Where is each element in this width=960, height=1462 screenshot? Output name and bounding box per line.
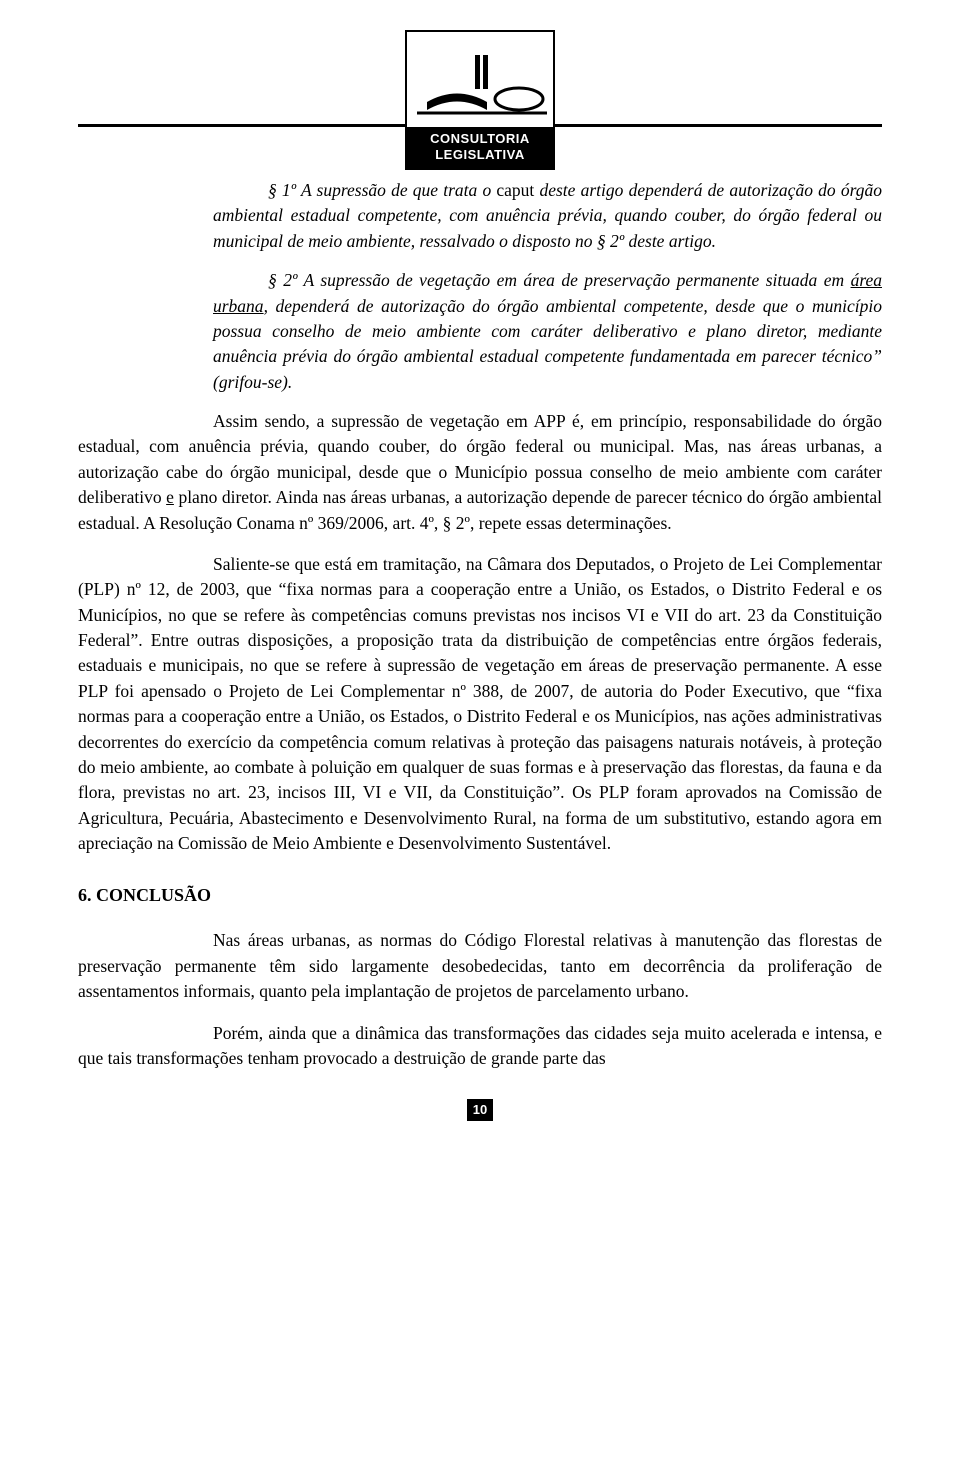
logo-line2: LEGISLATIVA: [407, 147, 553, 163]
q1-caput: caput: [496, 180, 534, 200]
consultoria-logo: CONSULTORIA LEGISLATIVA: [405, 30, 555, 170]
p1-b: plano diretor. Ainda nas áreas urbanas, …: [78, 487, 882, 532]
logo-line1: CONSULTORIA: [407, 131, 553, 147]
q2-post: , dependerá de autorização do órgão ambi…: [213, 296, 882, 392]
section-6-paragraph-1: Nas áreas urbanas, as normas do Código F…: [78, 928, 882, 1004]
quote-paragraph-1: § 1º A supressão de que trata o caput de…: [213, 178, 882, 254]
page-number: 10: [467, 1099, 493, 1121]
body-paragraph-2: Saliente-se que está em tramitação, na C…: [78, 552, 882, 857]
section-6-title: 6. CONCLUSÃO: [78, 882, 882, 908]
logo-text: CONSULTORIA LEGISLATIVA: [407, 127, 553, 169]
q1-pre: § 1º A supressão de que trata o: [268, 180, 496, 200]
section-6-paragraph-2: Porém, ainda que a dinâmica das transfor…: [78, 1021, 882, 1072]
congress-icon: [407, 47, 553, 127]
quote-paragraph-2: § 2º A supressão de vegetação em área de…: [213, 268, 882, 395]
body-paragraph-1: Assim sendo, a supressão de vegetação em…: [78, 409, 882, 536]
p1-e: e: [166, 487, 174, 507]
header-logo-area: CONSULTORIA LEGISLATIVA: [78, 30, 882, 170]
q2-pre: § 2º A supressão de vegetação em área de…: [268, 270, 851, 290]
